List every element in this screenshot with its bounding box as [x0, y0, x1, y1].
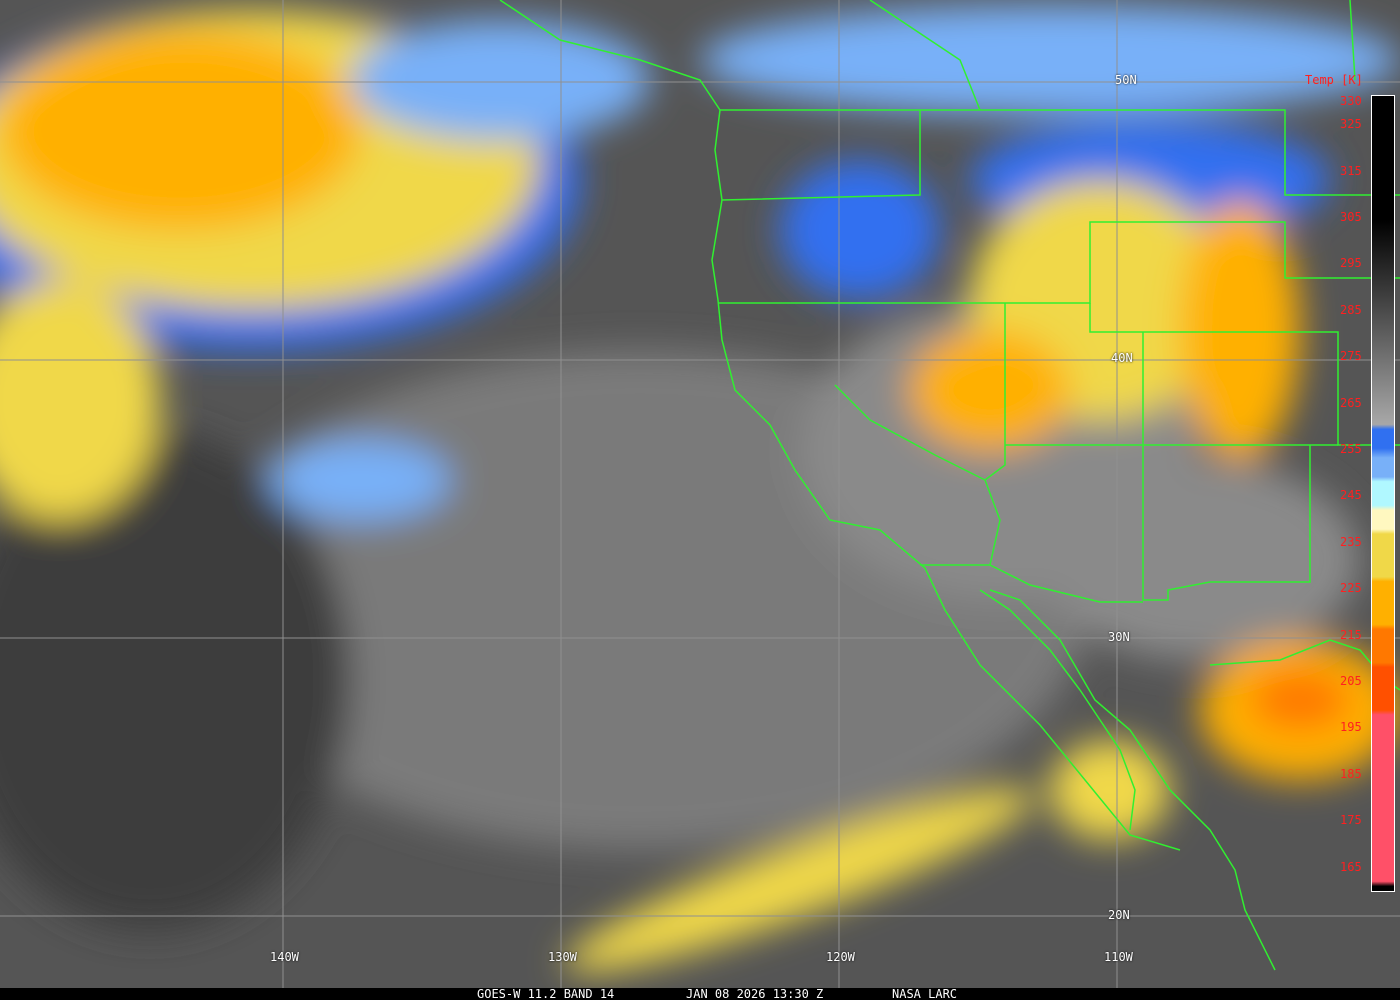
colorbar-label: 325: [1340, 117, 1362, 132]
caption-datetime: JAN 08 2026 13:30 Z: [686, 987, 824, 1000]
colorbar-label: 255: [1340, 442, 1362, 456]
colorbar-label: 315: [1340, 163, 1362, 178]
colorbar-label: 305: [1340, 210, 1362, 224]
caption-bar: GOES-W 11.2 BAND 14 JAN 08 2026 13:30 Z …: [0, 988, 1400, 1000]
colorbar-label: 295: [1340, 256, 1362, 271]
colorbar-label: 205: [1340, 674, 1362, 688]
caption-satellite: GOES-W 11.2 BAND 14: [477, 987, 615, 1000]
colorbar-label: 175: [1340, 813, 1362, 828]
colorbar-label: 245: [1340, 488, 1362, 503]
colorbar-label: 265: [1340, 395, 1362, 410]
lon-label-130w: 130W: [548, 950, 577, 964]
lon-label-110w: 110W: [1104, 950, 1133, 964]
colorbar-label: 195: [1340, 720, 1362, 735]
caption-source: NASA LARC: [892, 987, 958, 1000]
colorbar-label: 165: [1340, 859, 1362, 874]
colorbar-label: 215: [1340, 627, 1362, 642]
colorbar-label: 275: [1340, 349, 1362, 364]
lat-label-50n: 50N: [1115, 73, 1137, 87]
colorbar-label: 185: [1340, 766, 1362, 781]
lon-label-120w: 120W: [826, 950, 855, 964]
lat-label-30n: 30N: [1108, 630, 1130, 644]
colorbar-label: 225: [1340, 581, 1362, 596]
lat-label-20n: 20N: [1108, 908, 1130, 922]
lat-label-40n: 40N: [1111, 351, 1133, 365]
colorbar: [1371, 95, 1395, 892]
borders: [499, 0, 1400, 971]
colorbar-title: Temp [K]: [1305, 73, 1363, 87]
lon-label-140w: 140W: [270, 950, 299, 964]
colorbar-label: 330: [1340, 94, 1362, 108]
colorbar-label: 235: [1340, 534, 1362, 549]
colorbar-label: 285: [1340, 302, 1362, 317]
